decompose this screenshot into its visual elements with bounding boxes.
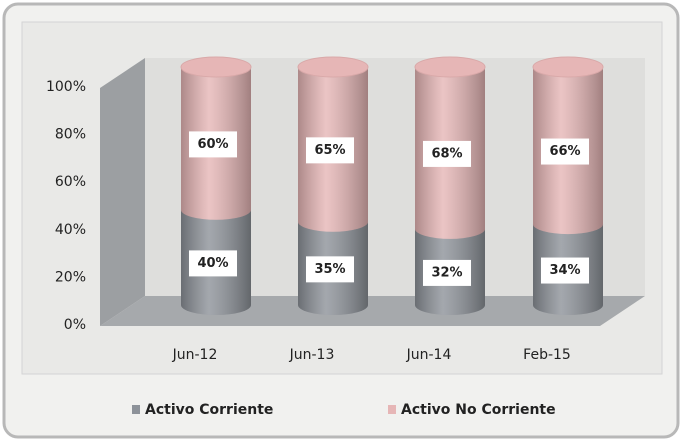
data-label: 34% [549,263,580,278]
y-tick-label: 80% [55,127,86,143]
data-label: 66% [549,144,580,159]
x-tick-label: Jun-14 [406,347,452,363]
x-tick-label: Jun-13 [289,347,335,363]
label-box [541,257,589,284]
label-box [423,259,471,286]
side-wall [100,58,145,326]
label-box [189,250,237,277]
data-label: 68% [431,146,462,161]
data-label: 40% [197,256,228,271]
legend-swatch [132,405,140,414]
cylinder-top [532,56,604,78]
data-label: 32% [431,265,462,280]
cylinder-top [297,56,369,78]
data-label: 65% [314,143,345,158]
label-box [306,256,354,283]
data-label: 35% [314,262,345,277]
y-tick-label: 20% [55,269,86,285]
label-box [189,131,237,158]
y-tick-label: 0% [64,317,86,333]
x-tick-label: Jun-12 [172,347,218,363]
legend-label: Activo No Corriente [401,402,556,418]
cylinder-top [180,56,252,78]
label-box [423,140,471,167]
label-box [306,137,354,164]
x-tick-label: Feb-15 [523,347,571,363]
y-tick-label: 100% [46,79,86,95]
label-box [541,138,589,165]
y-tick-label: 60% [55,174,86,190]
legend-swatch [388,405,396,414]
legend-label: Activo Corriente [145,402,273,418]
cylinder-top [414,56,486,78]
data-label: 60% [197,137,228,152]
y-tick-label: 40% [55,222,86,238]
